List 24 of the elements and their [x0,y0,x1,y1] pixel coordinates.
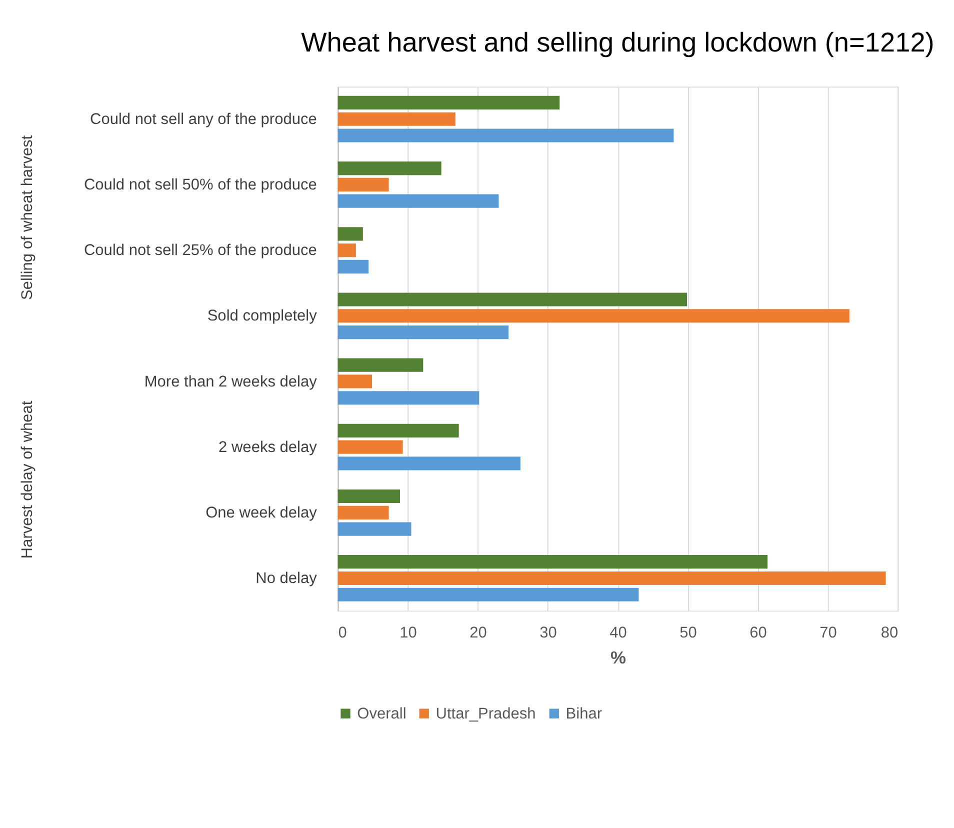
y-tick-label: Could not sell 50% of the produce [84,176,317,194]
x-tick-label: 10 [400,624,418,642]
y-tick-label: 2 weeks delay [218,438,318,456]
x-tick-label: 0 [338,624,348,642]
y-tick-label: Could not sell any of the produce [90,110,317,128]
x-tick-label: 50 [680,624,698,642]
x-tick-label: 80 [880,624,899,642]
legend-label: Bihar [566,705,602,722]
x-tick-label: 70 [820,624,838,642]
chart-title: Wheat harvest and selling during lockdown (n=1212) [301,26,934,58]
legend-label: Overall [357,705,406,722]
y-tick-label: More than 2 weeks delay [144,373,318,390]
y-tick-label: One week delay [206,504,318,522]
y-tick-label: No delay [256,570,318,588]
legend-label: Uttar_Pradesh [436,705,536,722]
x-tick-label: 20 [470,624,488,642]
x-tick-label: 60 [750,624,768,642]
x-tick-label: 30 [540,624,558,642]
y-tick-label: Sold completely [207,308,318,325]
text: Harvest delay of wheat [19,400,36,559]
text: Selling of wheat harvest [19,134,36,300]
x-axis-title: % [610,648,626,668]
x-tick-label: 40 [610,624,628,642]
y-tick-label: Could not sell 25% of the produce [84,242,317,260]
